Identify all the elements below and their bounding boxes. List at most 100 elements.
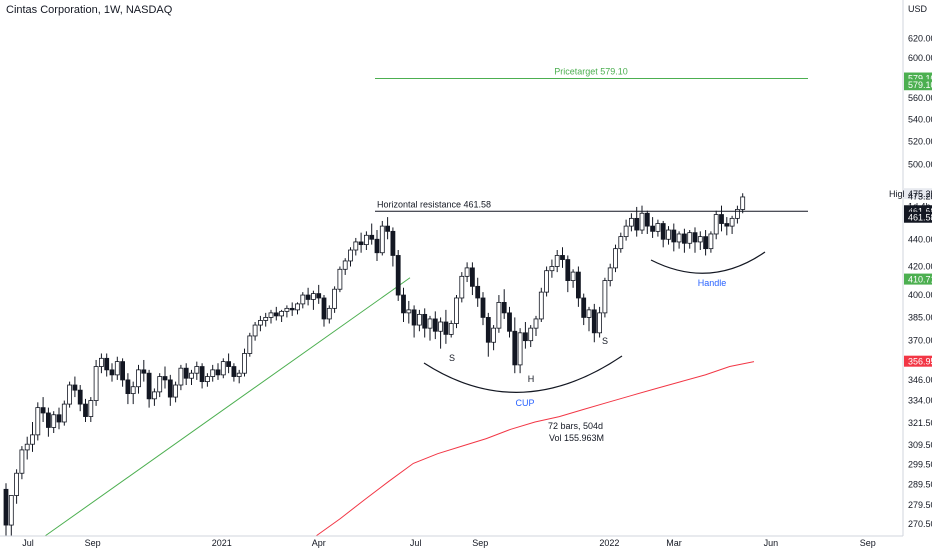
x-tick-label: 2022 xyxy=(599,538,619,548)
y-tick-label: 299.50 xyxy=(908,459,932,469)
moving-average-layer xyxy=(315,361,755,537)
candle xyxy=(639,205,645,234)
candle-body xyxy=(242,353,247,374)
y-tick-label: 620.00 xyxy=(908,34,932,44)
candle-body xyxy=(305,294,311,300)
candle xyxy=(655,219,661,237)
candle xyxy=(40,397,46,422)
candle xyxy=(443,309,449,344)
candle-body xyxy=(130,386,136,395)
candle xyxy=(51,411,57,433)
y-tick-label: 289.50 xyxy=(908,479,932,489)
candle-body xyxy=(565,259,571,281)
y-tick-label: 520.00 xyxy=(908,137,932,147)
candle-body xyxy=(67,384,72,405)
candle xyxy=(125,373,131,405)
candle-body xyxy=(554,255,560,267)
candle xyxy=(374,230,380,261)
candle-body xyxy=(252,324,258,337)
candle-body xyxy=(268,312,274,318)
candle-body xyxy=(83,403,88,417)
candle-body xyxy=(30,434,35,445)
price-axis[interactable]: USD 270.50 279.50 289.50 299.50 309.50 321.50 3… xyxy=(889,0,932,550)
candle xyxy=(629,213,634,232)
price-tag-value: 356.95 xyxy=(908,357,932,367)
candle xyxy=(469,262,475,296)
candle-body xyxy=(416,313,422,326)
candle xyxy=(613,244,618,273)
candle xyxy=(735,205,740,224)
candle-body xyxy=(263,317,269,321)
candle xyxy=(242,348,247,377)
x-tick-label: Mar xyxy=(666,538,682,548)
candle xyxy=(395,250,401,301)
candle xyxy=(687,230,693,249)
candle-body xyxy=(735,209,740,219)
cup-label: CUP xyxy=(515,398,534,408)
candle xyxy=(729,215,735,234)
candle xyxy=(326,305,332,324)
candle-body xyxy=(523,332,528,342)
candle xyxy=(485,312,491,357)
price-tag xyxy=(904,72,932,84)
candle-body xyxy=(538,291,544,320)
candle-body xyxy=(623,225,629,238)
candle-body xyxy=(501,302,507,314)
candle-body xyxy=(93,366,99,401)
candle xyxy=(295,302,300,315)
candle-body xyxy=(682,233,687,244)
y-tick-label: 560.00 xyxy=(908,93,932,103)
time-axis-bg xyxy=(0,536,903,550)
resistance-label: Horizontal resistance 461.58 xyxy=(377,199,491,209)
candle xyxy=(682,228,687,253)
handle-label: Handle xyxy=(698,278,727,288)
candle-body xyxy=(109,369,115,376)
candle-body xyxy=(35,407,41,436)
candle-body xyxy=(591,309,597,334)
y-tick-label: 370.00 xyxy=(908,336,932,346)
y-tick-label: 540.00 xyxy=(908,114,932,124)
candle xyxy=(554,250,560,273)
candle xyxy=(204,373,210,387)
candle-body xyxy=(629,217,634,227)
candle-body xyxy=(401,294,406,314)
x-tick-label: Sep xyxy=(85,538,101,548)
candle-body xyxy=(295,303,300,311)
candle-body xyxy=(666,229,671,240)
candle-body xyxy=(226,361,232,367)
candle-body xyxy=(507,312,512,332)
candle xyxy=(24,436,30,460)
candle xyxy=(618,232,624,253)
candle xyxy=(316,284,322,304)
candle xyxy=(136,364,141,394)
candle xyxy=(697,231,703,251)
candle xyxy=(475,277,481,307)
candle xyxy=(88,397,94,422)
candle xyxy=(194,361,200,380)
candle-body xyxy=(379,225,385,254)
candle-body xyxy=(475,285,481,299)
candle xyxy=(379,220,385,256)
x-tick-label: Apr xyxy=(312,538,326,548)
candle xyxy=(199,363,205,389)
candle xyxy=(56,407,62,430)
candle-body xyxy=(14,472,20,496)
candle xyxy=(448,320,454,338)
candle xyxy=(77,385,83,412)
candle-body xyxy=(406,309,412,314)
candle-body xyxy=(385,225,391,232)
time-axis[interactable]: Jul Sep 2021 Apr Jul Sep 2022 Mar Jun Sep xyxy=(0,535,903,550)
candle xyxy=(438,317,444,349)
candle xyxy=(713,210,719,240)
candle-body xyxy=(289,307,295,311)
candle xyxy=(607,263,613,287)
candle-body xyxy=(104,357,110,371)
candle-body xyxy=(337,268,343,290)
bars-range-label: 72 bars, 504d xyxy=(548,421,603,431)
x-tick-label: Sep xyxy=(860,538,876,548)
high-label: High xyxy=(889,189,908,199)
candle xyxy=(284,305,290,318)
candle-body xyxy=(136,369,141,388)
candle xyxy=(703,230,708,256)
